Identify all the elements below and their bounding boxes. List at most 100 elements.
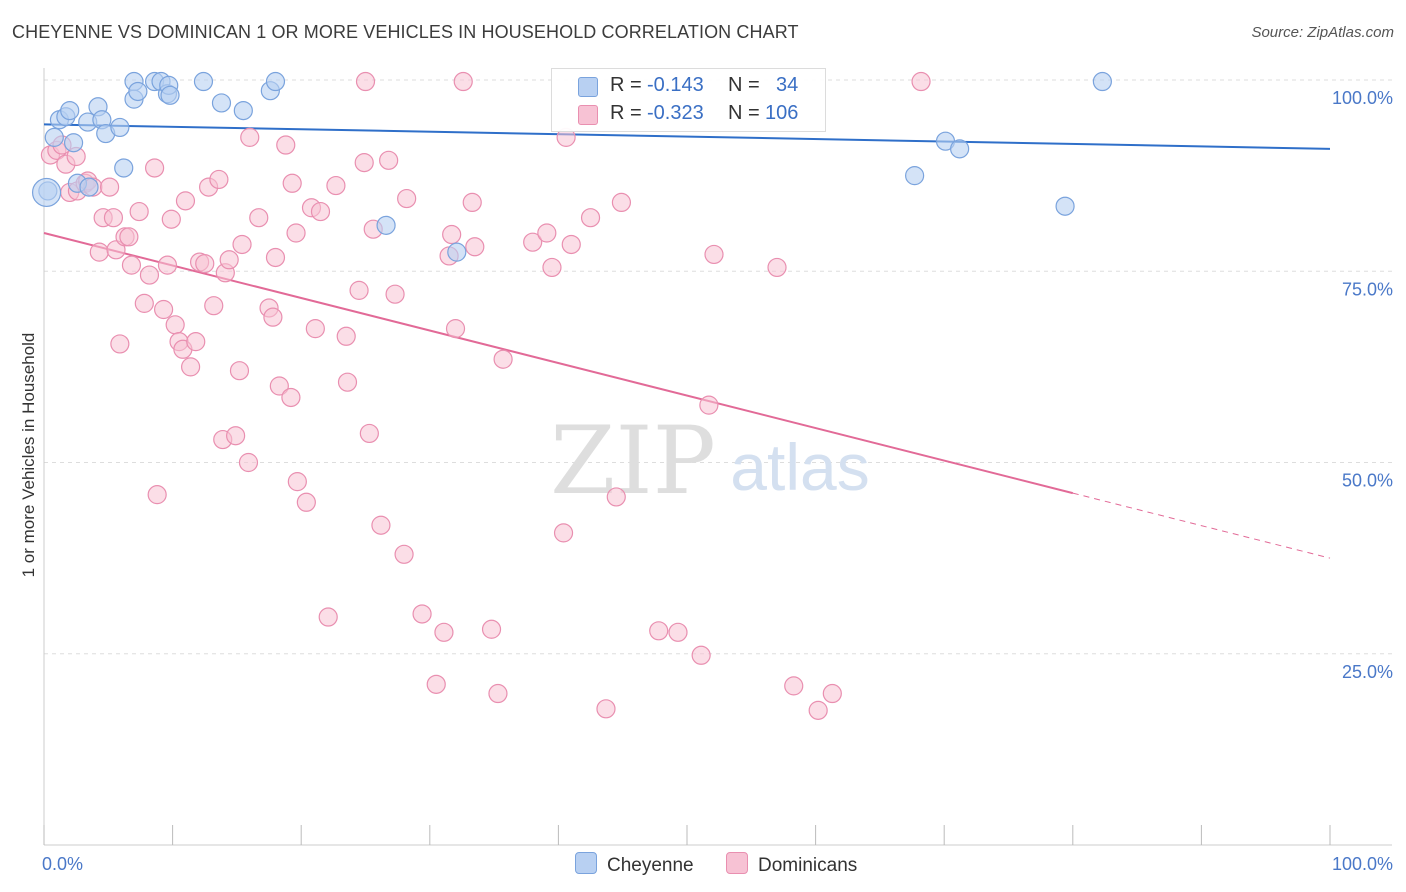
- cheyenne-swatch: [578, 77, 598, 97]
- dominicans-point: [767, 257, 787, 278]
- dominicans-point: [318, 607, 338, 627]
- watermark-zip: ZIP: [550, 407, 716, 516]
- dominicans-point: [209, 169, 229, 190]
- dominicans-point: [349, 280, 369, 300]
- dominicans-point: [649, 621, 669, 641]
- bottom-legend-cheyenne: Cheyenne: [575, 852, 694, 877]
- cheyenne-point: [1092, 71, 1112, 92]
- dominicans-point: [553, 523, 574, 543]
- dominicans-point: [808, 700, 828, 720]
- dominicans-point: [305, 319, 325, 339]
- dominicans-point: [263, 307, 283, 327]
- dominicans-point: [784, 676, 804, 696]
- dominicans-point: [181, 357, 201, 377]
- dominicans-point: [153, 299, 174, 320]
- cheyenne-point: [128, 81, 148, 102]
- y-tick-label: 75.0%: [1342, 279, 1393, 299]
- dominicans-point: [310, 201, 331, 222]
- cheyenne-point: [63, 133, 84, 153]
- dominicans-point: [129, 201, 149, 222]
- dominicans-point: [596, 699, 616, 719]
- dominicans-point: [493, 349, 513, 369]
- legend-n-label: N =: [728, 74, 760, 96]
- chart-title: CHEYENNE VS DOMINICAN 1 OR MORE VEHICLES…: [12, 22, 799, 42]
- cheyenne-point: [233, 100, 253, 121]
- cheyenne-point: [211, 93, 232, 113]
- dominicans-legend-swatch: [726, 852, 748, 874]
- dominicans-point: [911, 71, 931, 92]
- dominicans-point: [110, 334, 130, 354]
- dominicans-point: [462, 192, 482, 212]
- cheyenne-legend-swatch: [575, 852, 597, 874]
- dominicans-point: [103, 208, 124, 228]
- dominicans-point: [488, 683, 508, 704]
- y-tick-labels: 100.0% 75.0% 50.0% 25.0%: [1332, 88, 1393, 682]
- dominicans-point: [276, 135, 296, 155]
- cheyenne-point: [44, 127, 64, 147]
- dominicans-point: [249, 208, 269, 228]
- dominicans-point: [337, 372, 358, 392]
- x-tick-labels: 0.0% 100.0%: [42, 854, 1393, 874]
- dominicans-point: [204, 296, 224, 316]
- dominicans-point: [186, 332, 206, 352]
- cheyenne-point: [447, 242, 467, 262]
- dominicans-point: [119, 227, 139, 247]
- dominicans-point: [121, 255, 142, 275]
- dominicans-swatch: [578, 105, 598, 125]
- dominicans-point: [89, 242, 109, 262]
- dominicans-point: [240, 127, 260, 147]
- dominicans-point: [265, 247, 286, 268]
- dominicans-point: [336, 326, 356, 346]
- y-axis-label: 1 or more Vehicles in Household: [19, 333, 38, 578]
- dominicans-point: [523, 232, 543, 252]
- dominicans-point: [379, 150, 399, 170]
- cheyenne-points: [31, 71, 1112, 262]
- dominicans-point: [691, 645, 711, 665]
- dominicans-point: [99, 177, 120, 197]
- watermark: ZIP atlas: [550, 407, 870, 516]
- y-tick-label: 100.0%: [1332, 88, 1393, 108]
- y-tick-label: 25.0%: [1342, 662, 1393, 682]
- dominicans-point: [397, 188, 417, 209]
- dominicans-trend-extension: [1072, 492, 1331, 559]
- dominicans-point: [282, 173, 302, 193]
- cheyenne-trend-line: [43, 123, 1331, 150]
- dominicans-point: [580, 208, 601, 228]
- dominicans-point: [453, 71, 473, 92]
- dominicans-point: [465, 237, 485, 257]
- dominicans-point: [326, 175, 346, 196]
- bottom-legend-dominicans: Dominicans: [726, 852, 857, 877]
- cheyenne-point: [114, 158, 134, 178]
- dominicans-point: [359, 423, 379, 444]
- dominicans-point: [296, 492, 316, 512]
- legend-r-label: R =: [610, 74, 642, 96]
- dominicans-point: [442, 224, 462, 245]
- dominicans-point: [354, 153, 374, 173]
- cheyenne-point: [1055, 196, 1075, 216]
- legend-r-label: R =: [610, 102, 642, 124]
- dominicans-point: [226, 426, 246, 446]
- dominicans-point: [606, 487, 626, 507]
- cheyenne-point: [265, 71, 286, 92]
- dominicans-point: [704, 244, 724, 265]
- dominicans-point: [481, 619, 502, 639]
- dominicans-point: [238, 452, 259, 473]
- cheyenne-point: [950, 139, 970, 159]
- cheyenne-point: [60, 100, 80, 121]
- dominicans-point: [165, 315, 185, 335]
- dominicans-legend-label: Dominicans: [758, 855, 858, 876]
- cheyenne-n-value: 34: [776, 74, 799, 96]
- cheyenne-point: [79, 177, 99, 197]
- dominicans-point: [157, 255, 178, 275]
- dominicans-point: [139, 265, 160, 285]
- dominicans-point: [134, 293, 154, 313]
- dominicans-point: [412, 604, 432, 624]
- cheyenne-point: [110, 117, 130, 138]
- dominicans-point: [287, 472, 307, 492]
- cheyenne-legend-label: Cheyenne: [607, 855, 694, 876]
- source-label: Source: ZipAtlas.com: [1251, 24, 1394, 41]
- dominicans-point: [144, 158, 165, 178]
- dominicans-point: [561, 234, 581, 255]
- dominicans-point: [161, 209, 181, 229]
